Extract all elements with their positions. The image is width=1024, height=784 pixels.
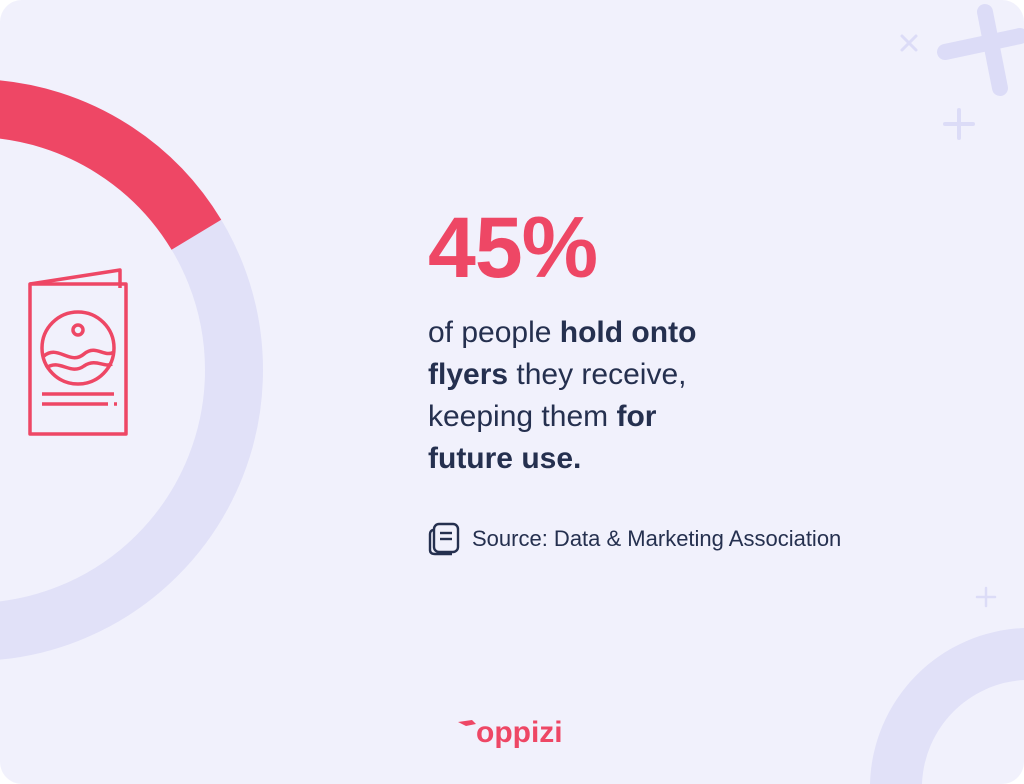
logo-text: oppizi (476, 716, 563, 749)
desc-text: they receive, (508, 358, 687, 391)
logo-mark-icon (458, 720, 476, 726)
plus-icon (943, 108, 975, 140)
desc-bold: hold onto (559, 316, 697, 349)
stat-description: of people hold onto flyers they receive,… (428, 312, 788, 480)
source-text: Source: Data & Marketing Association (472, 526, 842, 551)
corner-arc (870, 628, 1024, 784)
stat-value: 45% (428, 200, 598, 296)
plus-icon (937, 4, 1024, 96)
desc-bold: flyers (428, 358, 509, 391)
oppizi-logo: oppizi (458, 718, 563, 748)
source-line: Source: Data & Marketing Association (428, 522, 841, 556)
close-icon (900, 34, 918, 52)
desc-bold: future use. (428, 442, 582, 475)
ring-fill (0, 80, 222, 250)
plus-icon (975, 586, 997, 608)
document-icon (428, 522, 460, 556)
desc-bold: for (616, 400, 657, 433)
brochure-icon (28, 268, 128, 436)
desc-text: of people (428, 316, 560, 349)
desc-text: keeping them (428, 400, 617, 433)
percentage-ring (0, 80, 263, 660)
ring-track (0, 80, 263, 660)
